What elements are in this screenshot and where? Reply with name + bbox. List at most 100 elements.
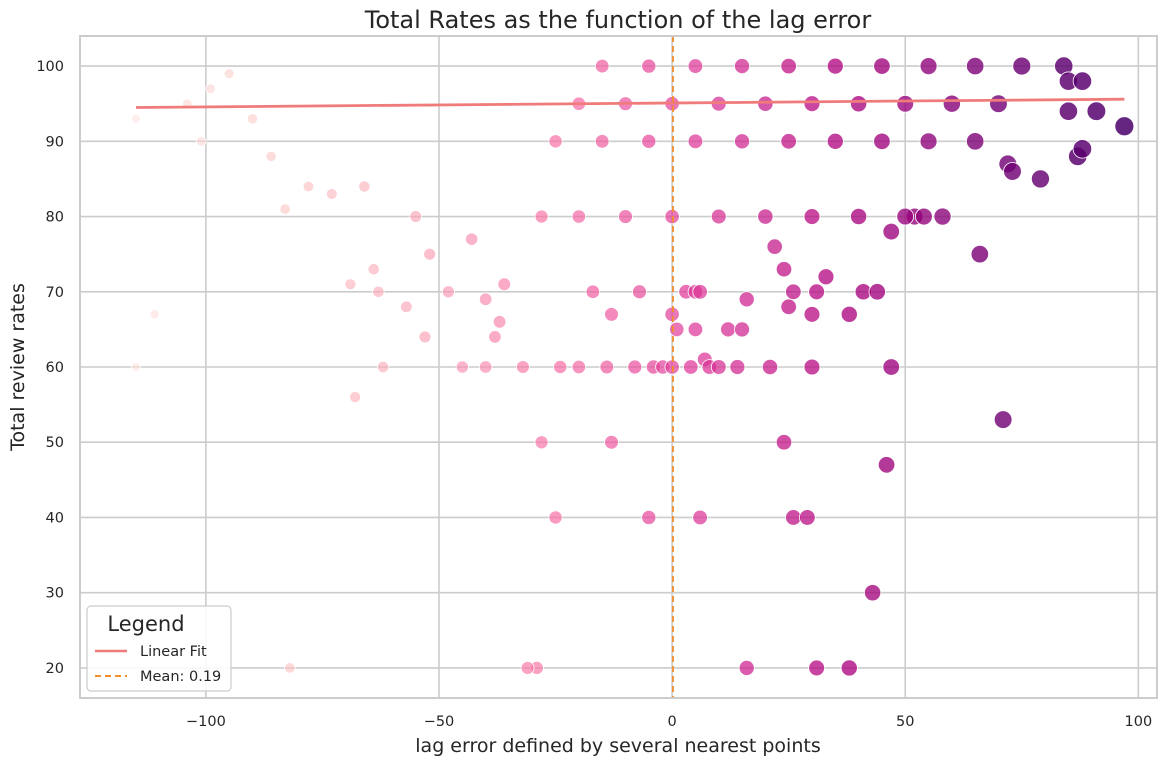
y-tick-label: 30 <box>46 586 64 602</box>
scatter-point <box>441 285 455 299</box>
scatter-point <box>840 305 858 323</box>
legend-mean-label: Mean: 0.19 <box>140 669 221 685</box>
scatter-point <box>284 662 296 674</box>
scatter-point <box>803 95 821 113</box>
scatter-point <box>993 410 1013 429</box>
y-tick-label: 100 <box>36 59 64 75</box>
scatter-point <box>418 330 432 344</box>
scatter-point <box>687 321 704 338</box>
scatter-point <box>344 278 357 291</box>
scatter-point <box>817 268 835 286</box>
scatter-point <box>734 58 751 75</box>
scatter-point <box>376 360 390 374</box>
scatter-point <box>478 360 493 374</box>
scatter-point <box>149 309 160 320</box>
scatter-point <box>775 434 793 451</box>
legend-linear-fit-label: Linear Fit <box>140 644 207 660</box>
scatter-point <box>641 133 657 149</box>
scatter-point <box>367 263 380 276</box>
scatter-point <box>195 136 207 147</box>
scatter-point <box>803 306 821 323</box>
y-tick-label: 50 <box>46 435 64 451</box>
scatter-point <box>423 247 437 261</box>
scatter-point <box>692 509 708 526</box>
scatter-point <box>710 208 727 225</box>
scatter-point <box>553 359 568 375</box>
scatter-point <box>571 209 587 224</box>
scatter-point <box>882 358 900 376</box>
scatter-point <box>465 232 479 246</box>
scatter-point <box>966 56 985 76</box>
scatter-point <box>1086 101 1107 121</box>
scatter-point <box>840 659 858 677</box>
scatter-point <box>803 208 821 225</box>
scatter-point <box>896 207 915 226</box>
y-tick-label: 20 <box>46 661 64 677</box>
scatter-point <box>780 57 797 75</box>
scatter-point <box>1003 162 1022 181</box>
scatter-point <box>594 58 610 74</box>
chart-title: Total Rates as the function of the lag e… <box>364 6 872 34</box>
scatter-point <box>970 244 990 264</box>
scatter-point <box>720 321 736 338</box>
scatter-point <box>710 359 727 375</box>
scatter-point <box>761 358 779 376</box>
x-tick-label: −100 <box>186 714 226 730</box>
scatter-point <box>641 58 657 74</box>
scatter-point <box>734 321 751 338</box>
scatter-point <box>400 300 413 314</box>
scatter-point <box>896 94 915 113</box>
linear-fit-layer <box>135 36 1125 698</box>
scatter-point <box>548 510 563 525</box>
scatter-point <box>1012 56 1032 76</box>
scatter-point <box>599 359 615 375</box>
scatter-point <box>302 180 315 193</box>
scatter-point <box>669 321 685 338</box>
scatter-point <box>618 209 633 224</box>
scatter-point <box>683 359 699 375</box>
scatter-point <box>826 57 844 75</box>
plot-frame <box>79 35 1158 699</box>
x-tick-label: 0 <box>667 714 676 730</box>
scatter-point <box>604 434 619 450</box>
scatter-point <box>492 315 507 329</box>
scatter-point <box>627 359 643 375</box>
scatter-point <box>223 68 235 79</box>
scatter-point <box>594 134 610 149</box>
scatter-point <box>325 188 338 200</box>
scatter-point <box>734 133 751 150</box>
y-tick-label: 70 <box>46 285 64 301</box>
linear-fit-line <box>135 97 1125 109</box>
scatter-point <box>785 283 802 300</box>
scatter-point <box>780 133 797 150</box>
scatter-point <box>808 659 825 677</box>
scatter-point <box>850 207 868 226</box>
legend-box <box>86 605 232 692</box>
scatter-point <box>863 584 882 602</box>
scatter-point <box>850 95 868 113</box>
y-tick-label: 80 <box>46 210 64 226</box>
scatter-point <box>877 456 896 474</box>
scatter-point <box>497 277 512 292</box>
scatter-point <box>571 359 587 375</box>
scatter-point <box>131 113 141 124</box>
y-tick-label: 60 <box>46 360 64 376</box>
legend: Legend Linear Fit Mean: 0.19 <box>86 605 232 692</box>
scatter-points <box>131 56 1135 677</box>
scatter-point <box>604 307 619 322</box>
scatter-point <box>687 58 704 74</box>
legend-title: Legend <box>107 612 184 636</box>
scatter-point <box>766 238 783 255</box>
scatter-point <box>1114 116 1135 137</box>
scatter-point <box>516 360 530 374</box>
scatter-point <box>808 283 825 301</box>
scatter-point <box>799 509 816 526</box>
scatter-point <box>873 132 891 150</box>
scatter-point <box>933 207 952 226</box>
scatter-point <box>780 298 797 316</box>
scatter-point <box>585 284 601 299</box>
scatter-point <box>358 180 371 193</box>
scatter-point <box>1058 101 1079 121</box>
scatter-point <box>919 132 938 151</box>
